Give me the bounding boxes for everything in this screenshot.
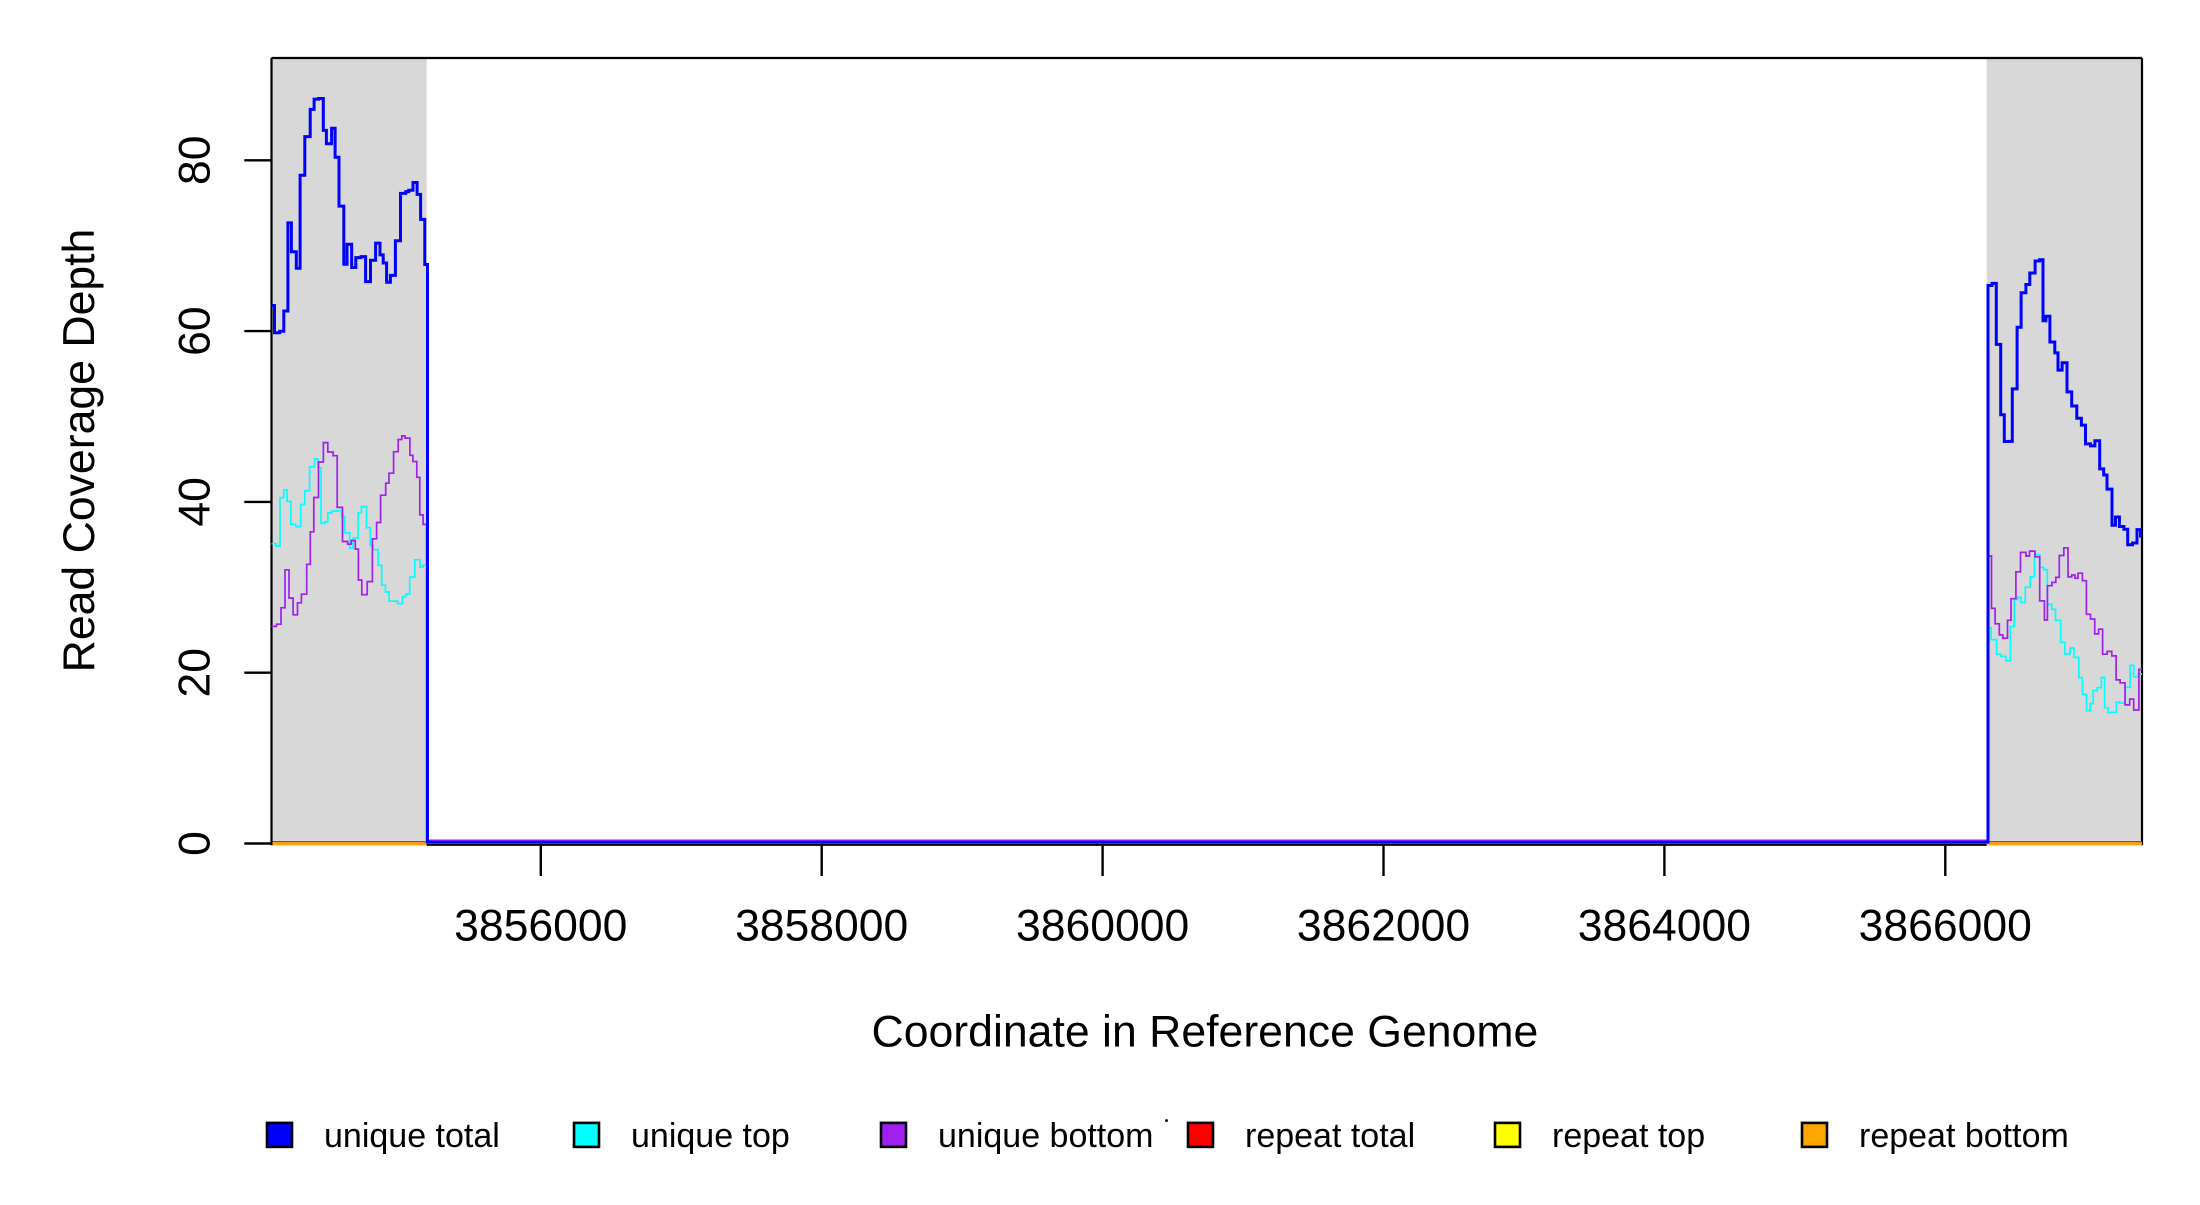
svg-text:3864000: 3864000 (1578, 902, 1751, 951)
svg-text:3866000: 3866000 (1859, 902, 2032, 951)
svg-text:60: 60 (171, 306, 220, 356)
svg-text:0: 0 (171, 831, 220, 856)
svg-text:unique top: unique top (631, 1117, 790, 1155)
svg-text:unique total: unique total (324, 1117, 500, 1155)
svg-text:3860000: 3860000 (1016, 902, 1189, 951)
svg-text:40: 40 (171, 477, 220, 527)
svg-text:3862000: 3862000 (1297, 902, 1470, 951)
svg-text:80: 80 (171, 136, 220, 186)
svg-text:3858000: 3858000 (735, 902, 908, 951)
svg-text:unique bottom: unique bottom (938, 1117, 1154, 1155)
svg-text:Coordinate in Reference Genome: Coordinate in Reference Genome (871, 1008, 1538, 1057)
svg-text:repeat bottom: repeat bottom (1859, 1117, 2069, 1155)
svg-text:repeat total: repeat total (1245, 1117, 1415, 1155)
svg-text:20: 20 (171, 648, 220, 698)
svg-text:repeat top: repeat top (1552, 1117, 1705, 1155)
svg-text:3856000: 3856000 (454, 902, 627, 951)
svg-text:Read Coverage Depth: Read Coverage Depth (55, 229, 104, 673)
